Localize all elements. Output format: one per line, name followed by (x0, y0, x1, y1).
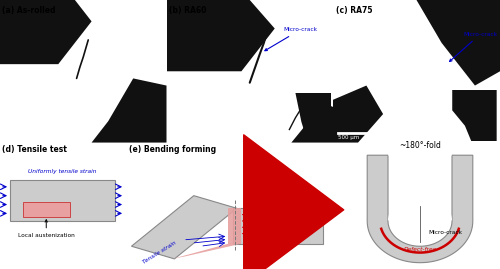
Polygon shape (132, 196, 237, 259)
Polygon shape (333, 86, 383, 143)
Text: Uniformly tensile strain: Uniformly tensile strain (28, 169, 97, 174)
Bar (10, 180, 115, 221)
Text: (e) Bending forming: (e) Bending forming (130, 145, 216, 154)
Text: 500 μm: 500 μm (6, 135, 28, 140)
Polygon shape (0, 0, 92, 64)
Bar (22, 202, 70, 217)
Text: 500 μm: 500 μm (172, 135, 192, 140)
Polygon shape (367, 155, 473, 263)
Text: Tensile strain: Tensile strain (142, 240, 178, 265)
Text: (a) As-rolled: (a) As-rolled (2, 6, 56, 15)
Text: ~180°-fold: ~180°-fold (399, 141, 441, 150)
Text: Local austenization: Local austenization (18, 220, 74, 238)
Text: 500 μm: 500 μm (338, 135, 359, 140)
Text: (b) RA60: (b) RA60 (169, 6, 206, 15)
Text: Compressive strain: Compressive strain (250, 166, 305, 188)
Text: Micro-crack: Micro-crack (265, 27, 317, 51)
Polygon shape (228, 208, 241, 244)
Text: Micro-crack: Micro-crack (428, 230, 462, 235)
Polygon shape (166, 0, 274, 71)
Text: Defect-free: Defect-free (404, 247, 436, 252)
Polygon shape (172, 244, 241, 259)
Polygon shape (92, 79, 166, 143)
Polygon shape (232, 208, 323, 244)
Text: (c) RA75: (c) RA75 (336, 6, 372, 15)
Polygon shape (416, 0, 500, 86)
Polygon shape (388, 155, 452, 221)
Text: Micro-crack: Micro-crack (450, 32, 498, 62)
Polygon shape (292, 100, 333, 143)
Text: (d) Tensile test: (d) Tensile test (2, 145, 68, 154)
